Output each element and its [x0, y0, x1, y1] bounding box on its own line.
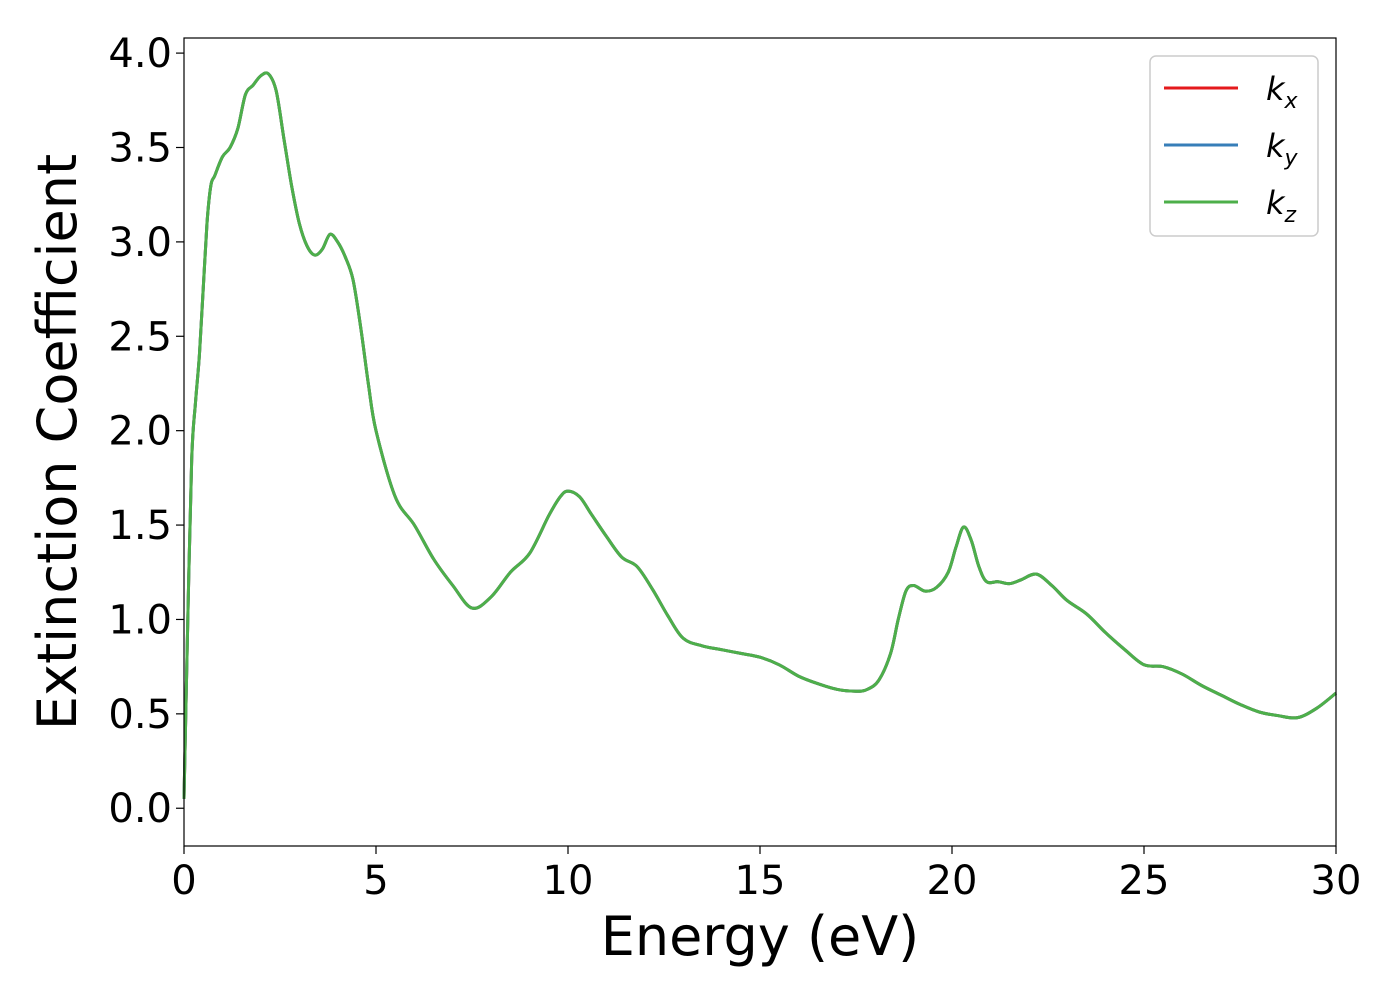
x-tick-label: 20 — [927, 858, 978, 904]
plot-area — [184, 38, 1336, 846]
y-tick-label: 2.0 — [108, 409, 172, 455]
legend-label: kx — [1266, 70, 1299, 114]
x-tick-label: 15 — [735, 858, 786, 904]
legend-label-subscript: z — [1284, 203, 1297, 228]
legend-label: ky — [1266, 127, 1299, 171]
legend-label-base: k — [1266, 70, 1286, 108]
y-tick-label: 2.5 — [108, 314, 172, 360]
y-tick-label: 1.5 — [108, 503, 172, 549]
x-axis-title: Energy (eV) — [601, 905, 920, 968]
y-tick-label: 0.5 — [108, 692, 172, 738]
legend-label-subscript: x — [1284, 89, 1299, 114]
x-tick-label: 10 — [543, 858, 594, 904]
y-tick-label: 1.0 — [108, 597, 172, 643]
y-axis-ticks: 0.0 0.5 1.0 1.5 2.0 2.5 3.0 3.5 4.0 — [108, 31, 184, 832]
legend-label-base: k — [1266, 184, 1286, 222]
legend-label-subscript: y — [1284, 146, 1299, 171]
series-layer — [182, 71, 1337, 799]
y-axis-title: Extinction Coefficient — [26, 154, 89, 730]
x-axis-ticks: 0 5 10 15 20 25 30 — [171, 846, 1361, 904]
x-tick-label: 30 — [1311, 858, 1362, 904]
legend-label: kz — [1266, 184, 1297, 228]
y-tick-label: 3.5 — [108, 125, 172, 171]
y-tick-label: 3.0 — [108, 220, 172, 266]
x-tick-label: 0 — [171, 858, 196, 904]
legend-label-base: k — [1266, 127, 1286, 165]
x-tick-label: 25 — [1119, 858, 1170, 904]
y-tick-label: 4.0 — [108, 31, 172, 77]
y-tick-label: 0.0 — [108, 786, 172, 832]
x-tick-label: 5 — [363, 858, 388, 904]
series-line-k-z — [182, 71, 1337, 799]
